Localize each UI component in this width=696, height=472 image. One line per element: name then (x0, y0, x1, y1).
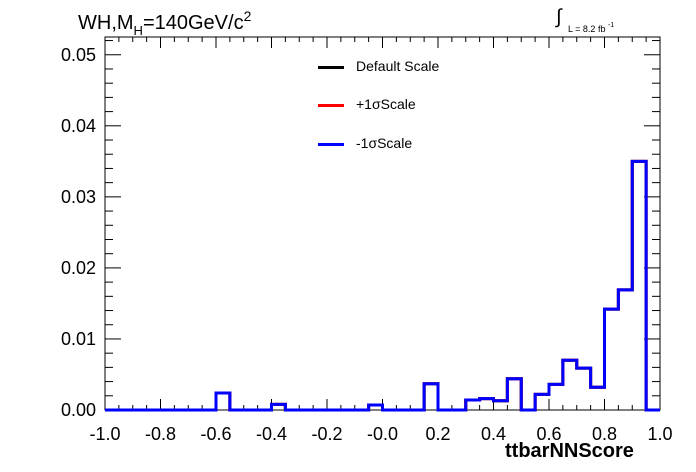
plot-frame (104, 36, 661, 411)
lumi-exponent: -1 (607, 22, 615, 29)
x-tick-label: 0.2 (425, 424, 450, 444)
x-tick-label: -0.8 (145, 424, 176, 444)
y-tick-label: 0.01 (61, 329, 96, 349)
x-tick-label: -0.4 (256, 424, 287, 444)
series-line--1-scale (105, 159, 660, 412)
x-tick-label: 1.0 (647, 424, 672, 444)
title-main: =140GeV/c (142, 12, 244, 34)
legend-label-plus1sigma: +1σScale (356, 96, 416, 112)
x-tick-label: 0.8 (592, 424, 617, 444)
x-tick-label: -0.0 (367, 424, 398, 444)
y-tick-label: 0.04 (61, 116, 96, 136)
x-tick-label: -0.6 (200, 424, 231, 444)
plot-title: WH,MH=140GeV/c2 (78, 8, 251, 38)
title-prefix: WH,M (78, 12, 134, 34)
integral-symbol: ∫ (556, 6, 562, 28)
legend-swatch-minus1sigma (318, 143, 344, 146)
title-superscript: 2 (243, 8, 252, 24)
title-subscript: H (133, 23, 143, 38)
y-tick-label: 0.05 (61, 45, 96, 65)
y-tick-label: 0.02 (61, 258, 96, 278)
y-tick-label: 0.03 (61, 187, 96, 207)
legend-swatch-plus1sigma (318, 104, 344, 107)
x-tick-label: -1.0 (89, 424, 120, 444)
x-axis-title: ttbarNNScore (505, 440, 634, 462)
legend-swatch-default (318, 66, 344, 69)
legend-label-default: Default Scale (356, 58, 440, 74)
x-tick-label: 0.4 (481, 424, 506, 444)
series-line-default-scale (105, 159, 660, 412)
lumi-text: L = 8.2 fb (568, 24, 606, 34)
legend-label-minus1sigma: -1σScale (356, 135, 413, 151)
y-tick-label: 0.00 (61, 400, 96, 420)
series-line--1-scale (105, 159, 660, 412)
x-tick-label: 0.6 (536, 424, 561, 444)
x-tick-label: -0.2 (311, 424, 342, 444)
